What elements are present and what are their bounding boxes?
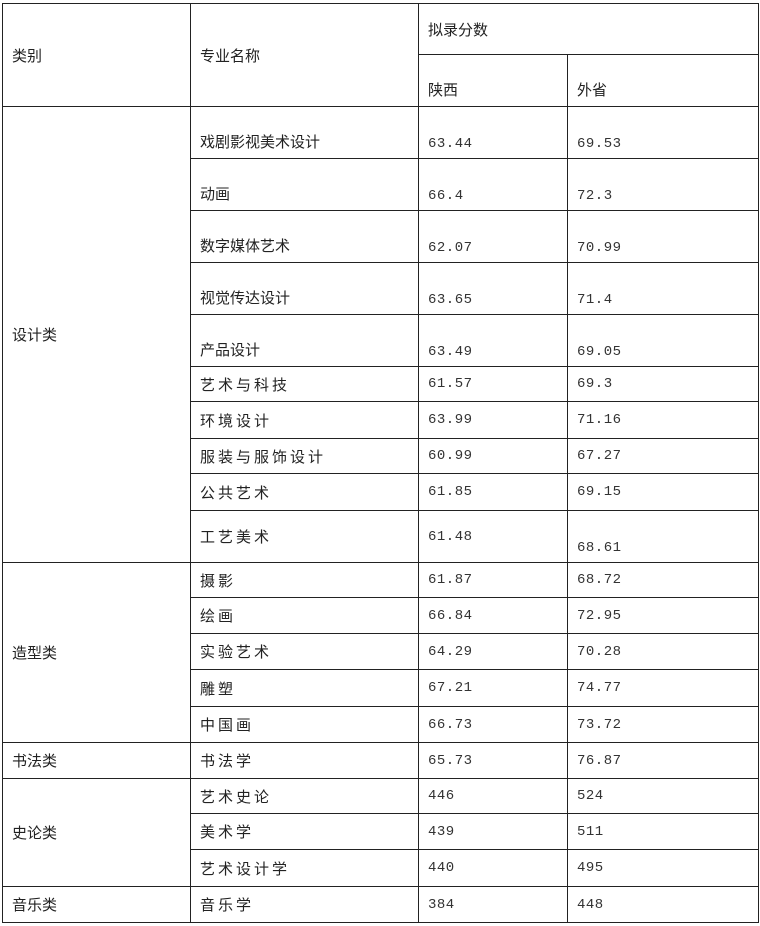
- other-province-score-cell: 495: [566, 849, 760, 887]
- major-cell: 产品设计: [190, 314, 419, 367]
- major-cell: 视觉传达设计: [190, 262, 419, 315]
- other-province-score-cell: 68.72: [566, 562, 760, 598]
- shaanxi-score-cell: 446: [418, 778, 568, 814]
- other-province-score-cell: 70.28: [566, 633, 760, 670]
- major-cell: 美术学: [190, 813, 419, 850]
- other-province-score-cell: 74.77: [566, 669, 760, 707]
- shaanxi-score-cell: 61.48: [418, 510, 568, 563]
- category-cell: 音乐类: [2, 886, 191, 923]
- shaanxi-score-cell: 66.84: [418, 597, 568, 634]
- other-province-score-cell: 72.3: [566, 158, 760, 211]
- major-cell: 环境设计: [190, 401, 419, 439]
- major-cell: 戏剧影视美术设计: [190, 106, 419, 159]
- header-category: 类别: [2, 3, 191, 107]
- other-province-score-cell: 69.53: [566, 106, 760, 159]
- shaanxi-score-cell: 63.65: [418, 262, 568, 315]
- shaanxi-score-cell: 439: [418, 813, 568, 850]
- shaanxi-score-cell: 65.73: [418, 742, 568, 779]
- shaanxi-score-cell: 64.29: [418, 633, 568, 670]
- major-cell: 动画: [190, 158, 419, 211]
- shaanxi-score-cell: 384: [418, 886, 568, 923]
- other-province-score-cell: 72.95: [566, 597, 760, 634]
- other-province-score-cell: 511: [566, 813, 760, 850]
- table-row: 工艺美术 61.48 68.61: [3, 510, 760, 563]
- header-score-group: 拟录分数: [417, 3, 760, 55]
- major-cell: 中国画: [190, 706, 419, 743]
- major-cell: 艺术设计学: [190, 849, 419, 887]
- category-cell: 造型类: [2, 562, 191, 743]
- major-cell: 服装与服饰设计: [190, 438, 419, 474]
- major-cell: 实验艺术: [190, 633, 419, 670]
- other-province-score-cell: 71.4: [566, 262, 760, 315]
- major-cell: 工艺美术: [190, 510, 419, 563]
- shaanxi-score-cell: 66.4: [418, 158, 568, 211]
- major-cell: 绘画: [190, 597, 419, 634]
- major-cell: 音乐学: [190, 886, 419, 923]
- other-province-score-cell: 448: [566, 886, 760, 923]
- table-row: 史论类 艺术史论 446 524: [2, 778, 760, 887]
- major-cell: 数字媒体艺术: [190, 210, 419, 263]
- other-province-score-cell: 69.05: [566, 314, 760, 367]
- shaanxi-score-cell: 67.21: [418, 669, 568, 707]
- table-row: 公共艺术 61.85 69.15: [3, 473, 760, 511]
- table-row: 音乐类 音乐学 384 448: [2, 886, 760, 923]
- other-province-score-cell: 69.3: [566, 366, 760, 402]
- other-province-score-cell: 69.15: [566, 473, 760, 511]
- shaanxi-score-cell: 66.73: [418, 706, 568, 743]
- other-province-score-cell: 76.87: [566, 742, 760, 779]
- table-row: 环境设计 63.99 71.16: [3, 401, 760, 439]
- admission-score-table: 类别 专业名称 拟录分数 陕西 外省 设计类 戏剧影视美术设计 63.44 69.53…: [2, 3, 760, 923]
- shaanxi-score-cell: 63.49: [418, 314, 568, 367]
- category-cell: 书法类: [2, 742, 191, 779]
- major-cell: 艺术史论: [190, 778, 419, 814]
- other-province-score-cell: 524: [566, 778, 760, 814]
- shaanxi-score-cell: 61.85: [418, 473, 568, 511]
- major-cell: 艺术与科技: [190, 366, 419, 402]
- table-row: 产品设计 63.49 69.05: [3, 314, 760, 367]
- table-row: 艺术设计学 440 495: [3, 849, 760, 887]
- other-province-score-cell: 71.16: [566, 401, 760, 439]
- table-row: 造型类 摄影 61.87 68.72: [2, 562, 760, 743]
- header-major: 专业名称: [190, 3, 419, 107]
- shaanxi-score-cell: 61.87: [418, 562, 568, 598]
- major-cell: 书法学: [190, 742, 419, 779]
- table-row: 实验艺术 64.29 70.28: [3, 633, 760, 670]
- table-row: 数字媒体艺术 62.07 70.99: [3, 210, 760, 263]
- shaanxi-score-cell: 440: [418, 849, 568, 887]
- other-province-score-cell: 67.27: [566, 438, 760, 474]
- shaanxi-score-cell: 60.99: [418, 438, 568, 474]
- shaanxi-score-cell: 62.07: [418, 210, 568, 263]
- shaanxi-score-cell: 63.44: [418, 106, 568, 159]
- other-province-score-cell: 68.61: [566, 510, 760, 563]
- table-row: 视觉传达设计 63.65 71.4: [3, 262, 760, 315]
- major-cell: 摄影: [190, 562, 419, 598]
- table-row: 绘画 66.84 72.95: [3, 597, 760, 634]
- header-other-province: 外省: [566, 54, 760, 107]
- table-row: 书法类 书法学 65.73 76.87: [2, 742, 760, 779]
- category-cell: 设计类: [2, 106, 191, 563]
- header-shaanxi: 陕西: [418, 54, 568, 107]
- major-cell: 公共艺术: [190, 473, 419, 511]
- shaanxi-score-cell: 61.57: [418, 366, 568, 402]
- table-row: 设计类 戏剧影视美术设计 63.44 69.53: [2, 106, 760, 563]
- major-cell: 雕塑: [190, 669, 419, 707]
- table-row: 服装与服饰设计 60.99 67.27: [3, 438, 760, 474]
- other-province-score-cell: 73.72: [566, 706, 760, 743]
- table-row: 动画 66.4 72.3: [3, 158, 760, 211]
- other-province-score-cell: 70.99: [566, 210, 760, 263]
- table-row: 艺术与科技 61.57 69.3: [3, 366, 760, 402]
- shaanxi-score-cell: 63.99: [418, 401, 568, 439]
- category-cell: 史论类: [2, 778, 191, 887]
